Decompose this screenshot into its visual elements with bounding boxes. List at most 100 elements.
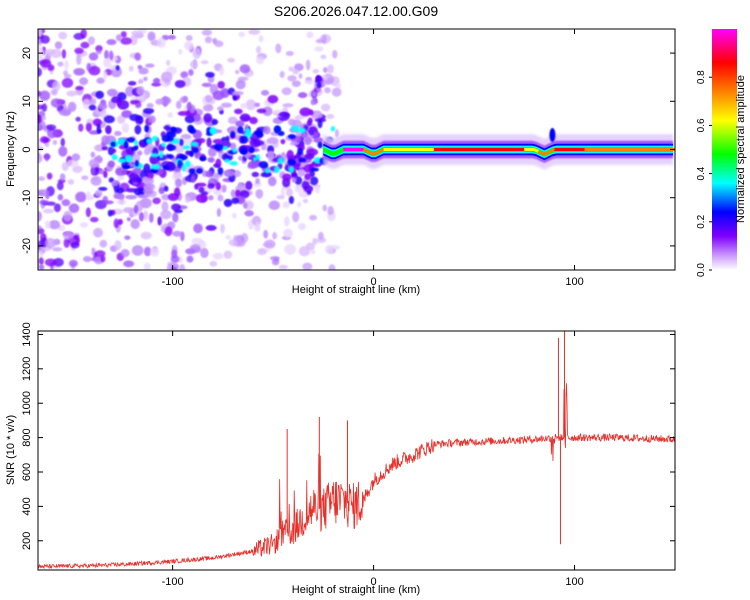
spectrogram-band-blob: [202, 104, 214, 112]
spectrogram-noise-blob: [50, 89, 58, 96]
spectrogram-noise-blob: [70, 241, 80, 249]
spectrogram-band-blob: [207, 157, 215, 163]
spectrogram-hot-blob: [188, 168, 196, 174]
spectrogram-hot-blob: [118, 158, 127, 163]
spectrogram-band-blob: [121, 110, 133, 118]
spectrogram-noise-blob: [61, 77, 74, 88]
spectrogram-band-blob: [267, 94, 279, 104]
spectrogram-band-blob: [263, 126, 271, 135]
spectrogram-hot-blob: [224, 158, 231, 163]
spectrogram-noise-blob: [38, 225, 42, 231]
spectrogram-noise-blob: [263, 239, 276, 249]
spectrogram-band-blob: [102, 200, 114, 205]
snr-marks: [38, 331, 675, 570]
spectrogram-noise-blob: [237, 76, 249, 81]
spectrogram-noise-blob: [312, 68, 320, 74]
spectrogram-band-blob: [105, 125, 112, 135]
spectrogram-noise-blob: [93, 227, 103, 238]
spectrogram-band-blob: [282, 173, 292, 181]
spectrogram-noise-blob: [38, 153, 43, 164]
spectrogram-band-blob: [129, 113, 140, 122]
spectrogram-band-blob: [171, 203, 181, 211]
spectrogram-hot-blob: [240, 147, 248, 155]
spectrogram-hot-blob: [298, 127, 306, 134]
spectrogram-noise-blob: [56, 181, 64, 191]
spectrogram-band-blob: [267, 176, 277, 187]
spectrogram-noise-blob: [238, 31, 246, 38]
spectrogram-band-blob: [153, 77, 161, 85]
spectrogram-hot-blob: [123, 141, 129, 149]
spectrogram-noise-blob: [100, 255, 106, 263]
spectrogram-noise-blob: [214, 40, 224, 48]
spectrogram-band-blob: [212, 90, 225, 101]
spectrogram-noise-blob: [230, 189, 236, 198]
snr-xtick-label: -100: [162, 576, 184, 588]
spectrogram-band-blob: [97, 103, 108, 110]
spectrogram-band-blob: [195, 193, 208, 203]
spectrogram-streak-blob: [295, 157, 301, 164]
spectrogram-hot-blob: [122, 164, 131, 170]
spectrogram-noise-blob: [172, 230, 182, 237]
spectrogram-noise-blob: [280, 186, 285, 198]
spectrogram-noise-blob: [102, 70, 108, 81]
spectrogram-noise-blob: [310, 249, 316, 255]
spectrogram-streak-blob: [310, 99, 316, 106]
spectrogram-hot-blob: [118, 138, 126, 146]
spectrogram-noise-blob: [201, 82, 212, 88]
spectrogram-band-blob: [128, 172, 140, 183]
snr-frame: [37, 330, 676, 571]
spectrogram-noise-blob: [125, 86, 135, 97]
spectrogram-noise-blob: [78, 123, 84, 132]
spectrogram-noise-blob: [57, 61, 64, 67]
snr-xtick-label: 0: [371, 576, 377, 588]
spectrogram-band-blob: [215, 158, 222, 169]
spectrogram-noise-blob: [253, 181, 262, 188]
spectrogram-hot-blob: [213, 143, 224, 151]
spectrogram-xtick-label: -100: [162, 276, 184, 288]
spectrogram-noise-blob: [322, 204, 328, 212]
spectrogram-noise-blob: [52, 80, 61, 92]
spectrogram-noise-blob: [52, 139, 58, 145]
spectrogram-band-blob: [281, 152, 286, 157]
spectrogram-noise-blob: [149, 247, 160, 257]
spectrogram-band-blob: [260, 143, 267, 151]
spectrogram-noise-blob: [54, 41, 63, 50]
spectrogram-hot-blob: [126, 137, 136, 143]
spectrogram-noise-blob: [40, 59, 52, 68]
spectrogram-band-blob: [179, 138, 184, 146]
spectrogram-band-blob: [134, 124, 142, 135]
spectrogram-band-blob: [297, 168, 306, 177]
spectrogram-noise-blob: [292, 69, 300, 75]
spectrogram-noise-blob: [139, 200, 147, 205]
spectrogram-noise-blob: [306, 31, 314, 39]
spectrogram-noise-blob: [256, 45, 261, 54]
spectrogram-hot-blob: [317, 141, 323, 149]
spectrogram-band-blob: [90, 166, 96, 176]
spectrogram-noise-blob: [86, 191, 91, 200]
spectrogram-band-blob: [207, 147, 217, 158]
spectrogram-noise-blob: [221, 184, 227, 193]
spectrogram-noise-blob: [145, 63, 155, 68]
spectrogram-noise-blob: [298, 222, 307, 231]
spectrogram-xtick-label: 100: [565, 276, 583, 288]
spectrogram-noise-blob: [189, 60, 198, 69]
spectrogram-noise-blob: [282, 201, 290, 209]
spectrogram-band-blob: [205, 170, 214, 178]
spectrogram-noise-blob: [284, 243, 296, 255]
spectrogram-noise-blob: [114, 240, 122, 251]
spectrogram-noise-blob: [80, 41, 90, 49]
spectrogram-noise-blob: [255, 221, 260, 231]
spectrogram-xtick-label: 0: [371, 276, 377, 288]
spectrogram-noise-blob: [212, 252, 224, 260]
spectrogram-noise-blob: [120, 31, 127, 38]
spectrogram-band-blob: [231, 197, 240, 204]
spectrogram-noise-blob: [57, 193, 64, 201]
spectrogram-band-blob: [260, 89, 270, 96]
spectrogram-noise-blob: [312, 237, 318, 245]
spectrogram-noise-blob: [131, 30, 143, 37]
colorbar-ticks: 0.0 0.2 0.4 0.6 0.8: [696, 70, 712, 277]
spectrogram-hot-blob: [111, 154, 118, 161]
spectrogram-band-blob: [115, 167, 127, 176]
spectrogram-noise-blob: [66, 90, 77, 97]
